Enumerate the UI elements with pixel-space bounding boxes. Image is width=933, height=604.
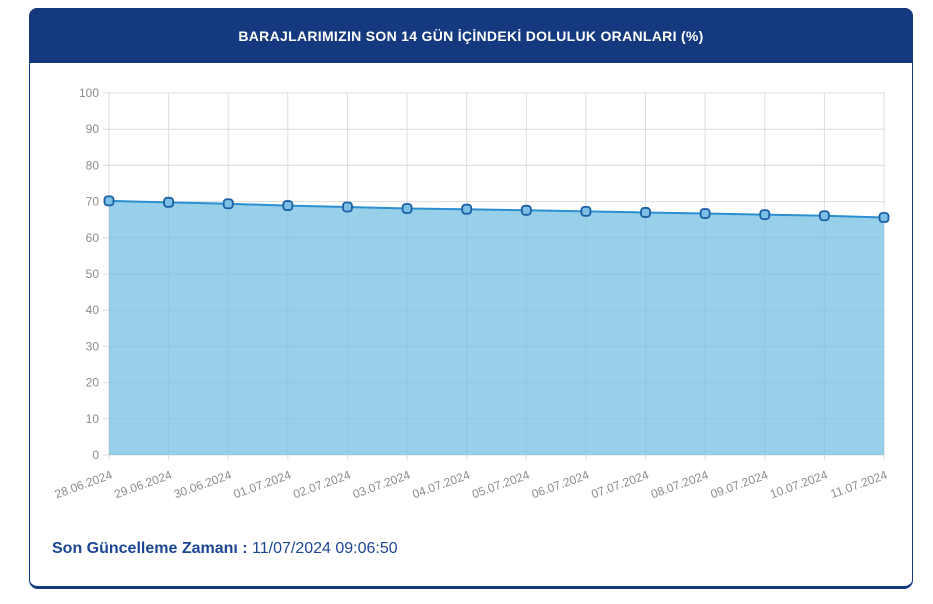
y-axis-tick-label: 40 <box>86 303 100 317</box>
data-point-marker[interactable] <box>520 204 532 216</box>
y-axis-tick-label: 70 <box>86 195 100 209</box>
x-axis-tick-label: 28.06.2024 <box>53 468 115 502</box>
data-point-marker[interactable] <box>461 203 473 215</box>
y-axis-tick-label: 20 <box>86 376 100 390</box>
x-axis-tick-label: 07.07.2024 <box>589 468 651 502</box>
area-fill <box>109 200 884 455</box>
series-line <box>108 199 885 219</box>
x-axis-tick-label: 29.06.2024 <box>112 468 174 502</box>
x-axis-tick-label: 10.07.2024 <box>768 468 830 502</box>
x-axis-tick-label: 09.07.2024 <box>709 468 771 502</box>
y-axis-tick-label: 0 <box>92 448 99 462</box>
last-update-value: 11/07/2024 09:06:50 <box>252 540 398 557</box>
x-axis-tick-label: 11.07.2024 <box>829 468 890 502</box>
last-update-label: Son Güncelleme Zamanı <box>52 540 238 557</box>
data-point-marker[interactable] <box>222 198 234 210</box>
y-axis-tick-label: 90 <box>86 122 100 136</box>
x-axis-tick-label: 30.06.2024 <box>172 468 234 502</box>
y-axis-tick-label: 50 <box>86 267 100 281</box>
x-axis-tick-label: 02.07.2024 <box>291 468 353 502</box>
x-axis-tick-label: 05.07.2024 <box>470 468 532 502</box>
y-axis-tick-label: 30 <box>86 339 100 353</box>
card-header: BARAJLARIMIZIN SON 14 GÜN İÇİNDEKİ DOLUL… <box>29 8 913 63</box>
x-axis-tick-label: 06.07.2024 <box>530 468 592 502</box>
data-point-marker[interactable] <box>699 208 711 219</box>
last-update-separator: : <box>237 540 253 557</box>
x-axis-tick-label: 03.07.2024 <box>351 468 413 502</box>
area-chart: 0 10 20 30 40 50 60 70 80 90 100 28.06.202429.06.20… <box>53 86 890 502</box>
x-axis-tick-label: 01.07.2024 <box>232 468 294 502</box>
data-point-marker[interactable] <box>282 200 294 211</box>
data-point-marker[interactable] <box>163 196 175 208</box>
chart-title: BARAJLARIMIZIN SON 14 GÜN İÇİNDEKİ DOLUL… <box>238 27 704 44</box>
data-point-marker[interactable] <box>342 201 353 213</box>
dam-occupancy-card: BARAJLARIMIZIN SON 14 GÜN İÇİNDEKİ DOLUL… <box>29 8 913 589</box>
data-point-marker[interactable] <box>580 205 592 217</box>
last-update: Son Güncelleme Zamanı : 11/07/2024 09:06… <box>52 540 398 558</box>
y-axis-tick-label: 60 <box>86 231 100 245</box>
y-axis-tick-label: 80 <box>86 158 100 172</box>
x-axis-tick-label: 04.07.2024 <box>410 468 472 502</box>
data-point-marker[interactable] <box>759 209 771 221</box>
data-point-marker[interactable] <box>103 195 115 207</box>
data-point-marker[interactable] <box>640 207 651 218</box>
chart-container: 0 10 20 30 40 50 60 70 80 90 100 28.06.2024 29.06.20… <box>30 64 912 534</box>
data-point-marker[interactable] <box>818 210 830 222</box>
y-axis-tick-label: 100 <box>79 86 99 100</box>
x-axis-tick-label: 08.07.2024 <box>649 468 711 502</box>
data-point-marker[interactable] <box>878 212 890 223</box>
y-axis-tick-label: 10 <box>86 412 100 426</box>
data-point-marker[interactable] <box>401 203 413 214</box>
